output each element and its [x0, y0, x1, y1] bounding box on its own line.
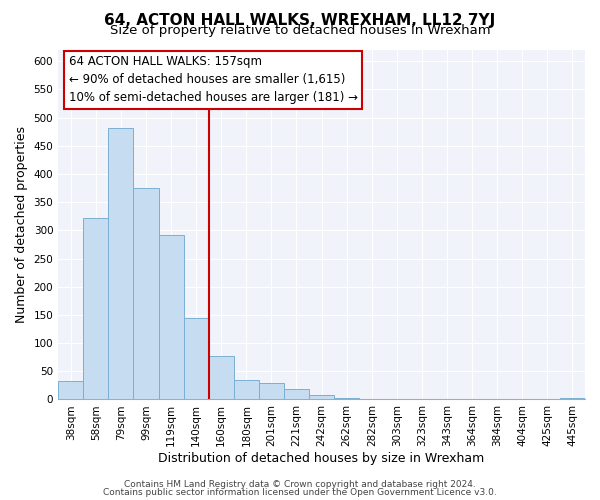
Bar [158, 236, 184, 400]
Y-axis label: Number of detached properties: Number of detached properties [15, 126, 28, 323]
Bar [184, 318, 209, 400]
Bar [133, 188, 158, 400]
Bar [109, 128, 133, 400]
Text: Contains public sector information licensed under the Open Government Licence v3: Contains public sector information licen… [103, 488, 497, 497]
Text: 64, ACTON HALL WALKS, WREXHAM, LL12 7YJ: 64, ACTON HALL WALKS, WREXHAM, LL12 7YJ [104, 12, 496, 28]
Text: 64 ACTON HALL WALKS: 157sqm
← 90% of detached houses are smaller (1,615)
10% of : 64 ACTON HALL WALKS: 157sqm ← 90% of det… [69, 55, 358, 104]
Bar [309, 395, 334, 400]
Bar [234, 380, 259, 400]
Bar [209, 356, 234, 400]
Bar [334, 398, 359, 400]
Bar [359, 399, 385, 400]
Bar [259, 382, 284, 400]
Bar [560, 398, 585, 400]
Bar [58, 382, 83, 400]
Bar [284, 390, 309, 400]
Text: Contains HM Land Registry data © Crown copyright and database right 2024.: Contains HM Land Registry data © Crown c… [124, 480, 476, 489]
Text: Size of property relative to detached houses in Wrexham: Size of property relative to detached ho… [110, 24, 490, 37]
Bar [83, 218, 109, 400]
X-axis label: Distribution of detached houses by size in Wrexham: Distribution of detached houses by size … [158, 452, 485, 465]
